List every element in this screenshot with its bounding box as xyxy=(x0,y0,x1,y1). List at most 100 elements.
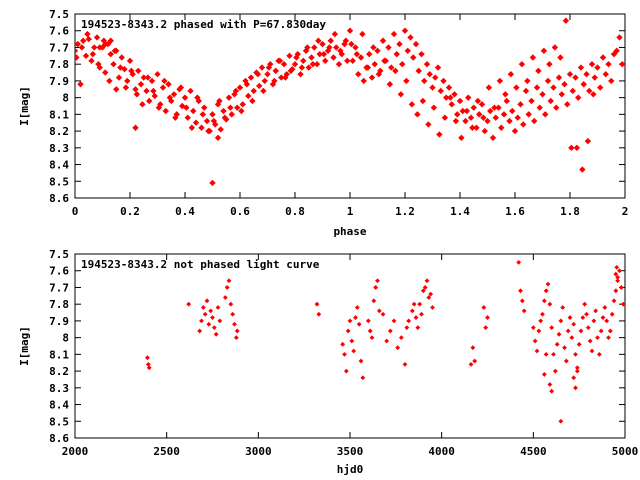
data-point xyxy=(426,295,432,300)
data-point xyxy=(424,278,430,284)
data-point xyxy=(367,328,373,334)
data-point xyxy=(495,104,502,111)
data-point xyxy=(611,298,617,304)
data-point xyxy=(517,101,524,108)
data-point xyxy=(245,92,252,100)
data-point xyxy=(478,101,486,108)
y-tick-label: 7.9 xyxy=(49,315,69,328)
data-point xyxy=(177,84,185,91)
data-point xyxy=(588,60,596,68)
data-point xyxy=(541,372,547,377)
data-point xyxy=(607,328,613,334)
data-point xyxy=(520,121,527,128)
data-point xyxy=(93,34,101,41)
data-point xyxy=(115,74,123,81)
data-point xyxy=(129,71,136,78)
y-tick-label: 7.6 xyxy=(49,25,69,38)
data-point xyxy=(524,77,531,85)
data-point xyxy=(183,104,190,111)
data-point xyxy=(616,34,623,41)
data-point xyxy=(468,362,474,367)
x-tick-label: 0.6 xyxy=(230,205,250,218)
data-point xyxy=(572,74,579,81)
data-point xyxy=(557,54,564,61)
data-point xyxy=(278,74,285,81)
data-point xyxy=(291,60,299,68)
data-point xyxy=(502,91,509,98)
data-point xyxy=(380,311,386,317)
data-point xyxy=(412,40,420,48)
data-point xyxy=(308,54,315,61)
data-point xyxy=(404,47,411,54)
data-point xyxy=(146,97,153,105)
data-point xyxy=(476,111,483,118)
data-point xyxy=(228,301,234,307)
data-points xyxy=(145,259,625,424)
data-point xyxy=(420,288,426,294)
data-point xyxy=(500,111,508,118)
data-point xyxy=(620,301,625,307)
data-point xyxy=(575,94,582,101)
data-point xyxy=(233,335,239,341)
y-tick-label: 8.1 xyxy=(49,348,69,361)
data-point xyxy=(194,94,201,101)
plot-title: 194523-8343.2 not phased light curve xyxy=(81,258,320,271)
data-point xyxy=(118,54,125,61)
data-point xyxy=(232,321,237,327)
data-point xyxy=(239,101,246,108)
data-point xyxy=(555,74,563,81)
data-point xyxy=(487,107,494,115)
data-point xyxy=(610,50,618,58)
data-point xyxy=(509,107,516,115)
data-point xyxy=(470,104,477,111)
data-point xyxy=(539,91,546,98)
data-point xyxy=(573,351,578,357)
data-point xyxy=(406,318,412,324)
data-point xyxy=(401,27,409,34)
data-point xyxy=(602,71,609,78)
y-tick-label: 8.6 xyxy=(49,432,69,445)
data-point xyxy=(225,94,233,101)
data-point xyxy=(573,385,578,391)
data-point xyxy=(595,335,600,341)
data-point xyxy=(234,328,240,334)
data-point xyxy=(309,60,317,68)
data-point xyxy=(342,351,347,357)
data-point xyxy=(88,57,95,65)
data-point xyxy=(330,54,337,61)
data-point xyxy=(283,71,290,78)
data-point xyxy=(582,301,588,307)
x-tick-label: 3500 xyxy=(337,445,364,458)
data-point xyxy=(398,335,404,341)
data-point xyxy=(146,365,152,371)
data-point xyxy=(589,348,595,354)
data-point xyxy=(377,67,384,75)
data-point xyxy=(580,81,587,88)
data-point xyxy=(89,50,97,58)
data-point xyxy=(481,127,488,135)
data-point xyxy=(188,124,196,131)
data-point xyxy=(126,57,134,65)
data-point xyxy=(236,84,244,91)
data-point xyxy=(122,84,130,91)
data-point xyxy=(267,60,274,68)
data-point xyxy=(436,131,443,138)
data-point xyxy=(272,67,279,75)
data-point xyxy=(314,301,320,307)
data-point xyxy=(243,81,251,88)
data-point xyxy=(365,318,371,324)
data-point xyxy=(492,114,499,121)
data-point xyxy=(390,30,398,38)
data-point xyxy=(214,134,222,141)
data-point xyxy=(204,298,210,304)
data-point xyxy=(591,318,597,324)
data-point xyxy=(166,94,174,101)
data-point xyxy=(395,345,401,351)
data-point xyxy=(370,44,377,51)
data-point xyxy=(271,77,278,85)
data-point xyxy=(192,119,200,126)
data-point xyxy=(179,102,186,110)
data-point xyxy=(208,308,214,314)
data-point xyxy=(417,301,423,307)
data-point xyxy=(423,60,431,68)
